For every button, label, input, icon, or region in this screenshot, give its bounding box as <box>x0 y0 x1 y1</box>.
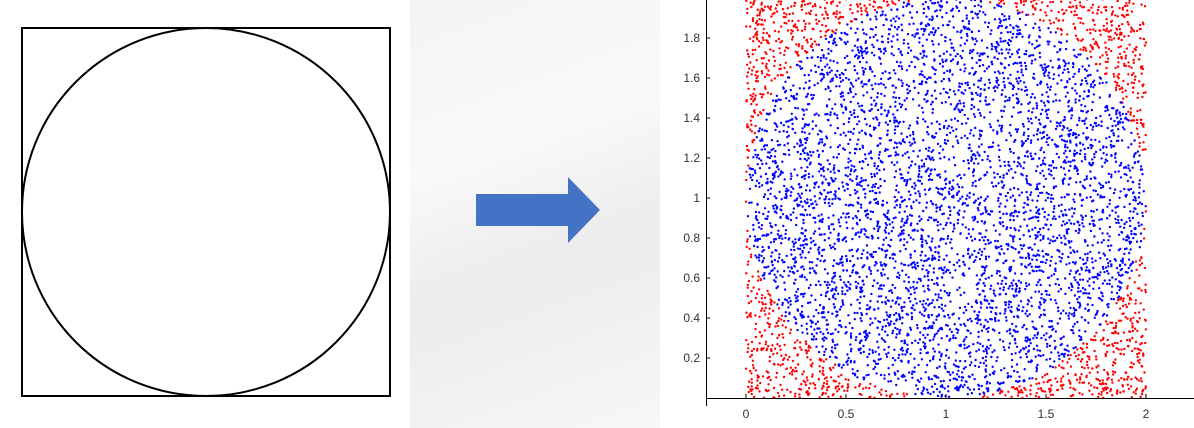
square-circle-diagram <box>0 0 410 428</box>
y-tick-label: 1.4 <box>683 111 700 125</box>
y-tick-label: 0.8 <box>683 231 700 245</box>
axes-layer: 0 0.5 1 1.5 2 0.2 0.4 0.6 0.8 1 1.2 1.4 1.6 1.8 <box>683 0 1194 421</box>
scatter-chart: 0 0.5 1 1.5 2 0.2 0.4 0.6 0.8 1 1.2 1.4 1.6 1.8 <box>660 0 1194 428</box>
square-shape <box>21 27 391 397</box>
y-tick-label: 0.6 <box>683 271 700 285</box>
x-tick-label: 1 <box>943 407 950 421</box>
x-tick-label: 0 <box>743 407 750 421</box>
right-arrow-icon <box>476 177 600 243</box>
x-tick-label: 2 <box>1143 407 1150 421</box>
x-tick-label: 0.5 <box>838 407 855 421</box>
scatter-chart-svg: 0 0.5 1 1.5 2 0.2 0.4 0.6 0.8 1 1.2 1.4 1.6 1.8 <box>683 0 1194 421</box>
y-tick-label: 1.8 <box>683 31 700 45</box>
points-layer <box>744 0 1148 400</box>
outside-points <box>744 0 1148 400</box>
diagram-svg <box>21 27 391 397</box>
x-tick-label: 1.5 <box>1038 407 1055 421</box>
inside-points <box>746 0 1147 398</box>
y-tick-label: 1.6 <box>683 71 700 85</box>
y-tick-label: 0.4 <box>683 311 700 325</box>
y-tick-label: 1 <box>693 191 700 205</box>
arrow-svg <box>476 177 600 243</box>
inscribed-circle-shape <box>21 27 391 397</box>
y-tick-label: 1.2 <box>683 151 700 165</box>
y-tick-label: 0.2 <box>683 351 700 365</box>
transition-panel <box>410 0 660 428</box>
